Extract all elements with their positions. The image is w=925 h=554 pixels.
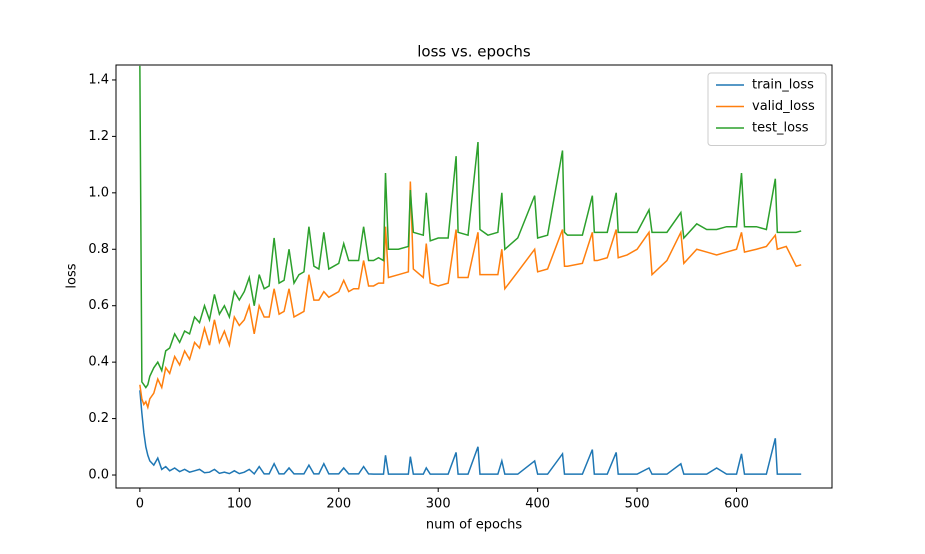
chart-title: loss vs. epochs — [417, 43, 531, 61]
legend-label: train_loss — [752, 78, 814, 93]
y-tick-label: 0.0 — [88, 468, 109, 483]
x-tick-label: 400 — [525, 497, 550, 512]
y-tick-label: 1.4 — [88, 72, 109, 87]
x-axis-label: num of epochs — [426, 518, 523, 533]
y-tick-label: 1.2 — [88, 129, 109, 144]
x-tick-label: 500 — [625, 497, 650, 512]
x-tick-label: 100 — [227, 497, 252, 512]
y-tick-label: 0.4 — [88, 355, 109, 370]
y-tick-label: 0.2 — [88, 411, 109, 426]
legend-label: test_loss — [752, 121, 809, 136]
y-tick-label: 1.0 — [88, 185, 109, 200]
legend-label: valid_loss — [752, 99, 815, 114]
y-tick-label: 0.8 — [88, 242, 109, 257]
y-tick-label: 0.6 — [88, 298, 109, 313]
y-axis-label: loss — [65, 263, 80, 288]
line-series — [139, 390, 802, 476]
x-tick-label: 0 — [136, 497, 144, 512]
x-tick-label: 600 — [724, 497, 749, 512]
x-tick-label: 200 — [326, 497, 351, 512]
x-tick-label: 300 — [426, 497, 451, 512]
plot-frame — [115, 64, 833, 489]
line-series — [139, 181, 802, 410]
line-series — [139, 65, 802, 389]
